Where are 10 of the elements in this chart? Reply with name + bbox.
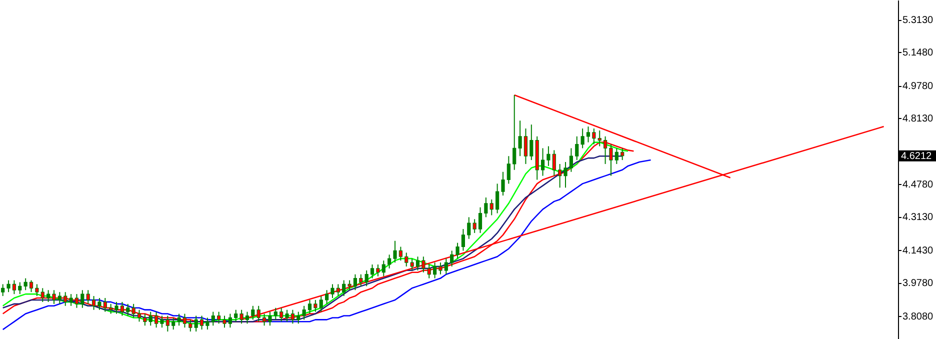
y-tick-label: 4.3130 [902, 212, 934, 224]
y-tick-label: 3.8080 [902, 312, 934, 323]
y-tick-label: 4.1430 [902, 246, 934, 257]
y-tick-label: 5.1480 [902, 48, 934, 59]
y-tick-label: 4.8130 [902, 114, 934, 125]
y-tick-label: 4.4780 [902, 180, 934, 191]
y-tick-label: 5.3130 [902, 15, 934, 26]
y-tick-label: 4.9780 [902, 81, 934, 92]
y-tick-label: 3.9780 [902, 278, 934, 290]
ref-line-label: 4.6212 [901, 150, 932, 162]
